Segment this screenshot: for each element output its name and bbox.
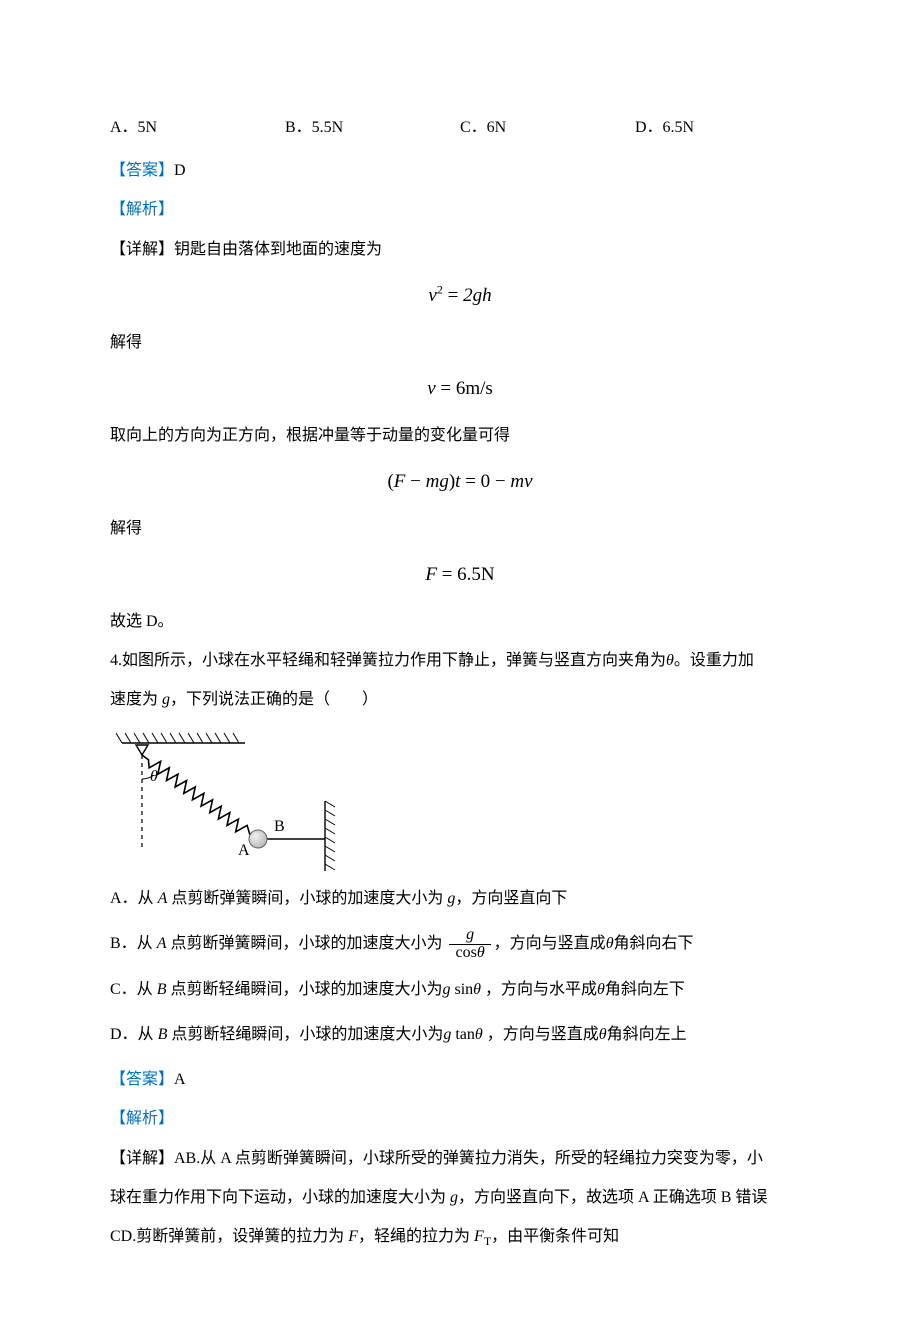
q3-momentum: 取向上的方向为正方向，根据冲量等于动量的变化量可得 [110, 418, 810, 453]
q3-option-b: B．5.5N [285, 110, 460, 145]
q4-option-d: D．从 B 点剪断轻绳瞬间，小球的加速度大小为g tanθ ，方向与竖直成θ角斜… [110, 1017, 810, 1052]
q4-detail2: 球在重力作用下向下运动，小球的加速度大小为 g，方向竖直向下，故选项 A 正确选… [110, 1180, 810, 1215]
q3-explain-label: 【解析】 [110, 192, 810, 227]
q4-diagram: θ A B [110, 731, 810, 871]
q3-solve1: 解得 [110, 325, 810, 360]
svg-text:B: B [274, 818, 285, 835]
q4-answer-line: 【答案】A [110, 1062, 810, 1097]
answer-label: 【答案】 [110, 1071, 174, 1088]
q4-option-b: B．从 A 点剪断弹簧瞬间，小球的加速度大小为 gcosθ，方向与竖直成θ角斜向… [110, 926, 810, 962]
q4-stem2: 。设重力加 [674, 652, 754, 669]
q4-stem: 4.如图所示，小球在水平轻绳和轻弹簧拉力作用下静止，弹簧与竖直方向夹角为θ。设重… [110, 643, 810, 678]
svg-text:θ: θ [150, 768, 158, 785]
q4-stem-cont: 速度为 g，下列说法正确的是（ ） [110, 682, 810, 717]
fraction-g-cos: gcosθ [449, 927, 490, 962]
q3-option-a: A．5N [110, 110, 285, 145]
q3-options: A．5N B．5.5N C．6N D．6.5N [110, 110, 810, 145]
q4-detail3: CD.剪断弹簧前，设弹簧的拉力为 F，轻绳的拉力为 FT，由平衡条件可知 [110, 1219, 810, 1255]
q4-stem1: 4.如图所示，小球在水平轻绳和轻弹簧拉力作用下静止，弹簧与竖直方向夹角为 [110, 652, 666, 669]
svg-text:A: A [238, 842, 250, 859]
q3-eq4: F = 6.5N [110, 554, 810, 596]
q3-answer-line: 【答案】D [110, 153, 810, 188]
q4-option-c: C．从 B 点剪断轻绳瞬间，小球的加速度大小为g sinθ ，方向与水平成θ角斜… [110, 972, 810, 1007]
q3-answer: D [174, 162, 186, 179]
q3-detail-intro: 【详解】钥匙自由落体到地面的速度为 [110, 232, 810, 267]
q3-option-d: D．6.5N [635, 110, 810, 145]
q4-answer: A [174, 1071, 186, 1088]
q3-eq3: (F − mg)t = 0 − mv [110, 461, 810, 503]
q4-stem3: 速度为 [110, 691, 162, 708]
q3-eq2: v = 6m/s [110, 368, 810, 410]
q4-option-a: A．从 A 点剪断弹簧瞬间，小球的加速度大小为 g，方向竖直向下 [110, 881, 810, 916]
q3-choose: 故选 D。 [110, 604, 810, 639]
q4-stem4: ，下列说法正确的是（ ） [170, 691, 378, 708]
q3-solve2: 解得 [110, 511, 810, 546]
spring-diagram-svg: θ A B [110, 731, 360, 871]
q4-explain-label: 【解析】 [110, 1101, 810, 1136]
q3-option-c: C．6N [460, 110, 635, 145]
theta-symbol: θ [666, 652, 674, 669]
q3-eq1: v2 = 2gh [110, 275, 810, 317]
g-symbol: g [162, 691, 170, 708]
answer-label: 【答案】 [110, 162, 174, 179]
q4-detail1: 【详解】AB.从 A 点剪断弹簧瞬间，小球所受的弹簧拉力消失，所受的轻绳拉力突变… [110, 1141, 810, 1176]
